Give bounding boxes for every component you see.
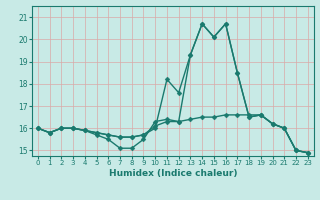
X-axis label: Humidex (Indice chaleur): Humidex (Indice chaleur) xyxy=(108,169,237,178)
